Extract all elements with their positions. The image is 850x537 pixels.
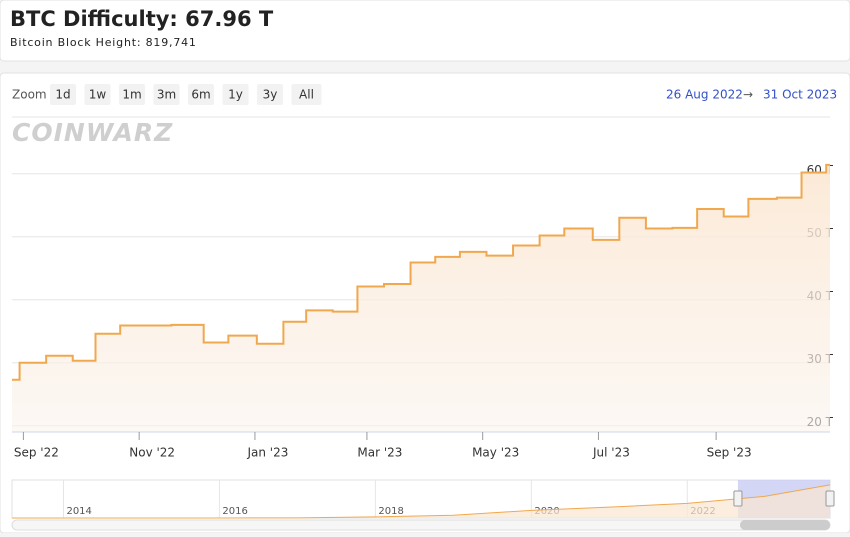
- zoom-button[interactable]: [119, 84, 145, 105]
- zoom-label: Zoom: [12, 88, 47, 102]
- zoom-button-label[interactable]: 3m: [157, 88, 176, 102]
- scrollbar-track: [11, 519, 831, 531]
- zoom-button-label[interactable]: 1w: [89, 88, 107, 102]
- x-tick-label: May '23: [472, 446, 519, 460]
- navigator-tick-label: 2018: [378, 506, 403, 517]
- zoom-button-label[interactable]: 6m: [191, 88, 210, 102]
- zoom-button-label[interactable]: All: [299, 88, 314, 102]
- line: [12, 163, 830, 381]
- zoom-button-label[interactable]: 1m: [122, 88, 141, 102]
- area: [12, 164, 830, 432]
- x-tick-label: Sep '22: [14, 446, 59, 460]
- zoom-button[interactable]: [291, 84, 322, 105]
- navigator-tick-label: 2016: [222, 506, 247, 517]
- x-tick-label: Jan '23: [246, 446, 288, 460]
- zoom-buttons: 1d 1w 1m 3m 6m 1y 3y All: [50, 84, 322, 105]
- navigator-line: [11, 484, 831, 519]
- zoom-button[interactable]: [188, 84, 214, 105]
- zoom-button[interactable]: [84, 84, 111, 105]
- scrollbar-thumb[interactable]: [739, 520, 831, 530]
- range-arrow: →: [743, 88, 753, 102]
- range-start[interactable]: 26 Aug 2022: [666, 88, 743, 102]
- watermark: COINWARZ: [12, 118, 173, 147]
- zoom-button[interactable]: [257, 84, 283, 105]
- zoom-button[interactable]: [222, 84, 249, 105]
- zoom-button-label[interactable]: 1y: [228, 88, 243, 102]
- x-tick-label: Sep '23: [707, 446, 752, 460]
- title: BTC Difficulty: 67.96 T: [10, 7, 274, 31]
- navigator-area: [12, 484, 830, 518]
- navigator-handle[interactable]: [733, 490, 743, 507]
- navigator-tick-label: 2014: [66, 506, 91, 517]
- range-end[interactable]: 31 Oct 2023: [763, 88, 837, 102]
- x-tick-label: Jul '23: [592, 446, 630, 460]
- x-tick-label: Mar '23: [357, 446, 402, 460]
- navigator-handle[interactable]: [825, 490, 835, 507]
- navigator: 20142016201820202022: [11, 479, 835, 531]
- zoom-button-label[interactable]: 3y: [263, 88, 278, 102]
- x-tick-label: Nov '22: [129, 446, 175, 460]
- zoom-button[interactable]: [153, 84, 180, 105]
- zoom-button[interactable]: [50, 84, 76, 105]
- header-card: [0, 0, 850, 62]
- subtitle: Bitcoin Block Height: 819,741: [10, 36, 197, 49]
- zoom-button-label[interactable]: 1d: [55, 88, 70, 102]
